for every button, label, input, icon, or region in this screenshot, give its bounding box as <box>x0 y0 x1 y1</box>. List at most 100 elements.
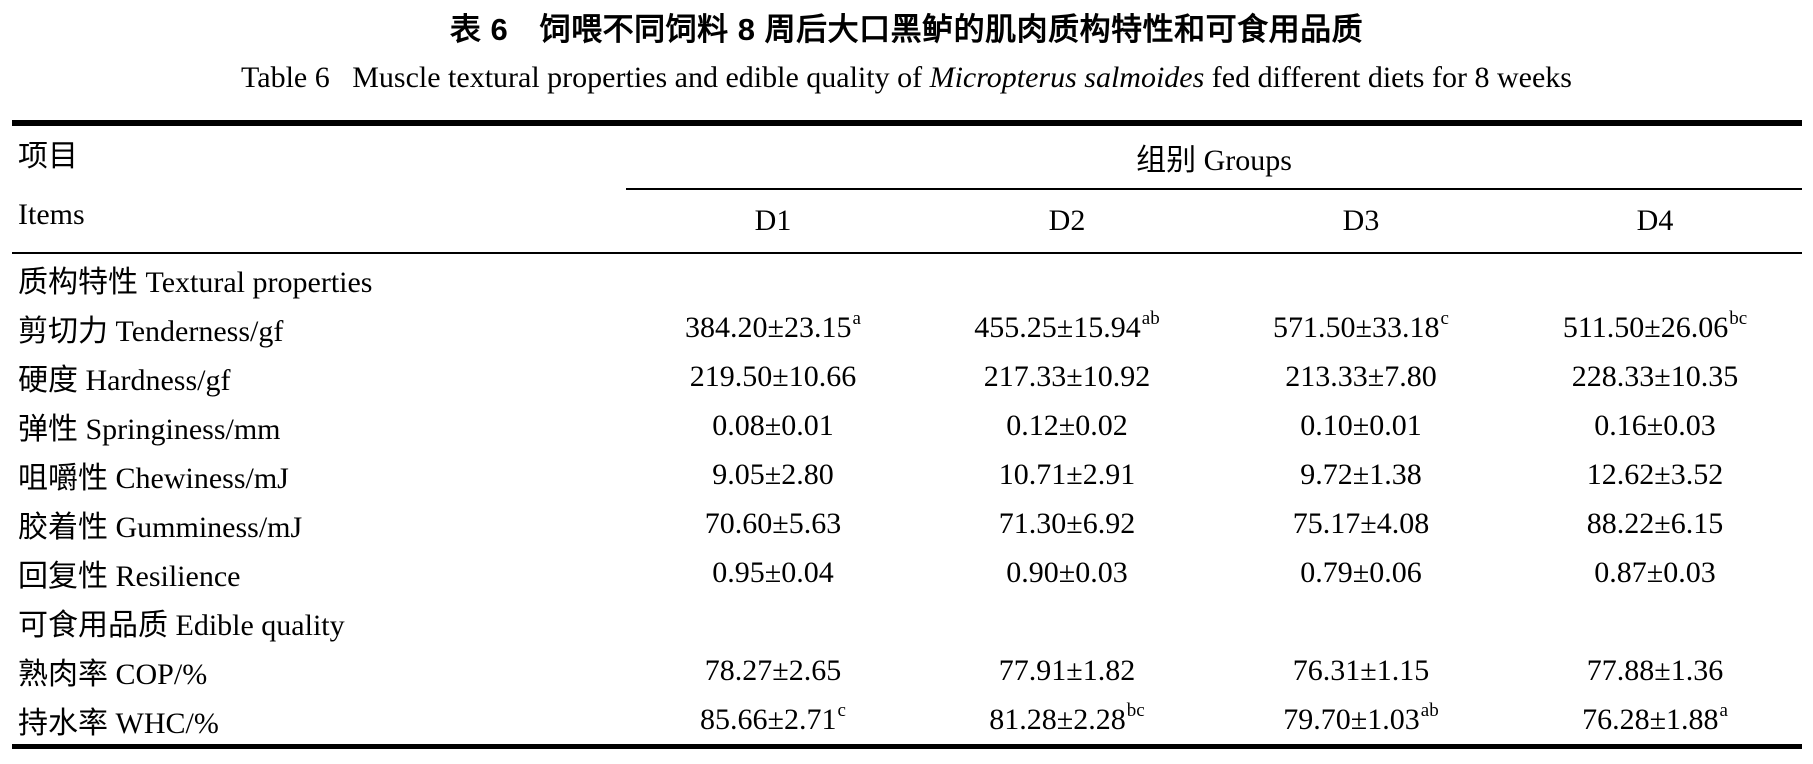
cell-value: 76.28±1.88a <box>1508 695 1802 747</box>
significance-superscript: c <box>1440 307 1449 329</box>
cell-value: 78.27±2.65 <box>626 646 920 695</box>
cell-value: 0.16±0.03 <box>1508 401 1802 450</box>
measurement-value: 75.17±4.08 <box>1292 506 1430 540</box>
cell-value: 75.17±4.08 <box>1214 499 1508 548</box>
cell-value: 0.95±0.04 <box>626 548 920 597</box>
cell-value <box>1214 253 1508 303</box>
measurement-value: 217.33±10.92 <box>983 359 1151 393</box>
measurement-value: 76.31±1.15 <box>1292 653 1430 687</box>
cell-value: 217.33±10.92 <box>920 352 1214 401</box>
significance-superscript: a <box>852 307 861 329</box>
cell-value <box>920 253 1214 303</box>
table-row: 硬度 Hardness/gf 219.50±10.66 217.33±10.92 21… <box>12 352 1802 401</box>
title-english-prefix: Table 6 Muscle textural properties and e… <box>241 61 930 94</box>
measurement-value: 228.33±10.35 <box>1571 359 1739 393</box>
row-label: 质构特性 Textural properties <box>18 265 373 299</box>
cell-value: 0.87±0.03 <box>1508 548 1802 597</box>
cell-value: 76.31±1.15 <box>1214 646 1508 695</box>
cell-value: 79.70±1.03ab <box>1214 695 1508 747</box>
cell-value: 228.33±10.35 <box>1508 352 1802 401</box>
column-header-d4: D4 <box>1508 189 1803 254</box>
section-row: 质构特性 Textural properties <box>12 253 1802 303</box>
measurement-value: 10.71±2.91 <box>998 457 1136 491</box>
measurement-value: 213.33±7.80 <box>1285 359 1437 393</box>
measurement-value: 79.70±1.03 <box>1283 702 1420 736</box>
measurement-value: 9.72±1.38 <box>1300 457 1422 491</box>
measurement-value: 85.66±2.71 <box>700 702 837 736</box>
significance-superscript: a <box>1719 699 1728 721</box>
measurement-value: 9.05±2.80 <box>712 457 834 491</box>
measurement-value: 81.28±2.28 <box>989 702 1126 736</box>
cell-value <box>1508 253 1802 303</box>
measurement-value: 571.50±33.18 <box>1273 310 1440 344</box>
cell-value: 0.90±0.03 <box>920 548 1214 597</box>
groups-header-cell: 组别 Groups <box>626 123 1803 190</box>
table-row: 剪切力 Tenderness/gf 384.20±23.15a 455.25±15.… <box>12 303 1802 352</box>
table-title-chinese: 表 6 饲喂不同饲料 8 周后大口黑鲈的肌肉质构特性和可食用品质 <box>449 12 1364 47</box>
significance-superscript: bc <box>1126 699 1145 721</box>
cell-value: 455.25±15.94ab <box>920 303 1214 352</box>
cell-value: 0.79±0.06 <box>1214 548 1508 597</box>
species-name-italic: Micropterus salmoides <box>929 61 1205 94</box>
measurement-value: 0.95±0.04 <box>712 555 834 589</box>
table-row: 弹性 Springiness/mm 0.08±0.01 0.12±0.02 0.10±… <box>12 401 1802 450</box>
cell-value: 571.50±33.18c <box>1214 303 1508 352</box>
measurement-value: 71.30±6.92 <box>998 506 1136 540</box>
row-label: 咀嚼性 Chewiness/mJ <box>18 461 289 495</box>
measurement-value: 78.27±2.65 <box>704 653 842 687</box>
column-header-d2: D2 <box>920 189 1214 254</box>
measurement-value: 219.50±10.66 <box>689 359 857 393</box>
cell-value: 0.08±0.01 <box>626 401 920 450</box>
row-label: 硬度 Hardness/gf <box>18 363 231 397</box>
row-label: 可食用品质 Edible quality <box>18 608 345 642</box>
row-label: 剪切力 Tenderness/gf <box>18 314 284 348</box>
cell-value: 71.30±6.92 <box>920 499 1214 548</box>
table-row: 持水率 WHC/% 85.66±2.71c 81.28±2.28bc 79.70±1.… <box>12 695 1802 747</box>
significance-superscript: ab <box>1420 699 1439 721</box>
column-header-d1: D1 <box>626 189 920 254</box>
cell-value: 384.20±23.15a <box>626 303 920 352</box>
measurement-value: 511.50±26.06 <box>1562 310 1729 344</box>
header-row-diets: D1 D2 D3 D4 <box>12 189 1803 254</box>
significance-superscript: bc <box>1729 307 1748 329</box>
header-row-groups: 项目 Items 组别 Groups <box>12 123 1803 254</box>
cell-value: 0.10±0.01 <box>1214 401 1508 450</box>
cell-value <box>626 597 920 646</box>
cell-value: 81.28±2.28bc <box>920 695 1214 747</box>
items-header-chinese: 项目 <box>18 140 78 173</box>
measurement-value: 77.88±1.36 <box>1586 653 1724 687</box>
results-table: 项目 Items 组别 Groups D1 D2 D3 D4 质构特性 Text… <box>12 120 1803 749</box>
measurement-value: 77.91±1.82 <box>998 653 1136 687</box>
row-label: 持水率 WHC/% <box>18 706 219 740</box>
section-row: 可食用品质 Edible quality <box>12 597 1802 646</box>
table-body: 质构特性 Textural properties 剪切力 Tenderness/g… <box>12 253 1802 747</box>
cell-value: 12.62±3.52 <box>1508 450 1802 499</box>
measurement-value: 0.79±0.06 <box>1300 555 1422 589</box>
measurement-value: 455.25±15.94 <box>974 310 1141 344</box>
cell-value: 10.71±2.91 <box>920 450 1214 499</box>
measurement-value: 0.16±0.03 <box>1594 408 1716 442</box>
measurement-value: 0.87±0.03 <box>1594 555 1716 589</box>
cell-value: 219.50±10.66 <box>626 352 920 401</box>
cell-value <box>920 597 1214 646</box>
cell-value: 88.22±6.15 <box>1508 499 1802 548</box>
significance-superscript: c <box>837 699 846 721</box>
measurement-value: 88.22±6.15 <box>1586 506 1724 540</box>
measurement-value: 70.60±5.63 <box>704 506 842 540</box>
row-label: 回复性 Resilience <box>18 559 241 593</box>
measurement-value: 76.28±1.88 <box>1582 702 1719 736</box>
title-english-suffix: fed different diets for 8 weeks <box>1204 61 1572 94</box>
items-header-cell: 项目 Items <box>12 123 626 254</box>
row-label: 胶着性 Gumminess/mJ <box>18 510 303 544</box>
cell-value: 213.33±7.80 <box>1214 352 1508 401</box>
cell-value <box>1214 597 1508 646</box>
cell-value: 0.12±0.02 <box>920 401 1214 450</box>
row-label: 熟肉率 COP/% <box>18 657 208 691</box>
cell-value: 85.66±2.71c <box>626 695 920 747</box>
cell-value <box>1508 597 1802 646</box>
cell-value: 511.50±26.06bc <box>1508 303 1802 352</box>
table-row: 咀嚼性 Chewiness/mJ 9.05±2.80 10.71±2.91 9.72±… <box>12 450 1802 499</box>
table-row: 胶着性 Gumminess/mJ 70.60±5.63 71.30±6.92 75.1… <box>12 499 1802 548</box>
measurement-value: 0.08±0.01 <box>712 408 834 442</box>
